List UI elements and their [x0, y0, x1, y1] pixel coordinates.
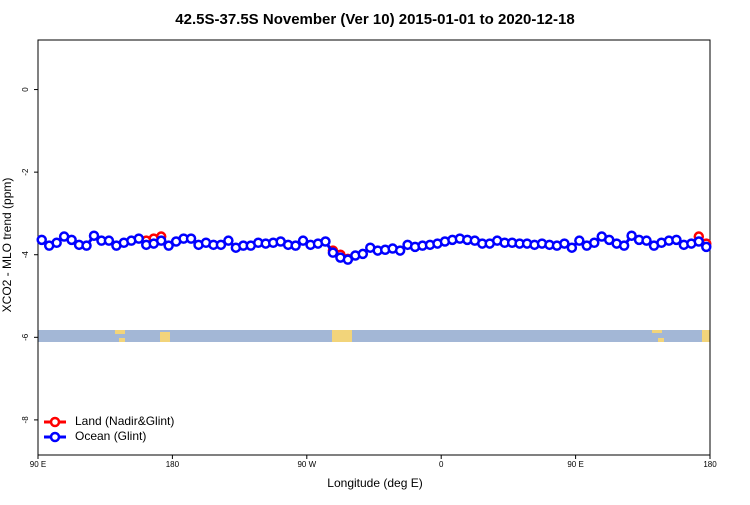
data-point [671, 234, 682, 246]
legend-label: Land (Nadir&Glint) [75, 414, 174, 428]
data-point [36, 234, 47, 246]
data-point [327, 247, 339, 258]
x-tick-label: 90 W [297, 460, 316, 469]
data-point [133, 233, 145, 244]
y-tick-label: -2 [21, 168, 30, 176]
x-tick-label: 90 E [30, 460, 46, 469]
legend-label: Ocean (Glint) [75, 429, 146, 443]
x-tick-label: 180 [703, 460, 717, 469]
x-tick-label: 0 [439, 460, 444, 469]
land-ocean-strip [38, 330, 710, 342]
data-point [394, 245, 406, 256]
y-axis-label: XCO2 - MLO trend (ppm) [0, 178, 14, 313]
data-point [103, 235, 115, 246]
data-point [589, 237, 600, 249]
data-point [693, 236, 705, 247]
y-tick-label: -8 [21, 416, 30, 424]
data-point [342, 254, 354, 265]
data-point [566, 242, 578, 253]
legend-marker [49, 416, 61, 428]
data-point [66, 234, 77, 246]
data-point [574, 235, 585, 246]
data-point [320, 236, 331, 247]
data-point [215, 239, 227, 251]
data-point [88, 230, 100, 241]
legend-marker [49, 431, 61, 443]
y-tick-label: -4 [21, 251, 30, 259]
data-point [51, 237, 62, 249]
data-point [297, 235, 309, 246]
data-point [290, 240, 301, 251]
data-point [163, 240, 174, 251]
data-point [223, 235, 234, 246]
chart-title: 42.5S-37.5S November (Ver 10) 2015-01-01… [175, 11, 574, 28]
data-point [641, 235, 652, 246]
data-point [185, 233, 197, 244]
data-point [626, 230, 637, 241]
x-tick-label: 180 [166, 460, 180, 469]
y-tick-label: 0 [21, 87, 30, 92]
x-tick-label: 90 E [567, 460, 583, 469]
data-point [618, 240, 630, 251]
data-point [559, 238, 570, 249]
data-point [155, 235, 167, 246]
data-point [701, 241, 712, 253]
data-point [81, 240, 92, 251]
data-point [357, 248, 369, 260]
x-axis-label: Longitude (deg E) [327, 476, 422, 490]
y-tick-label: -6 [21, 333, 30, 341]
